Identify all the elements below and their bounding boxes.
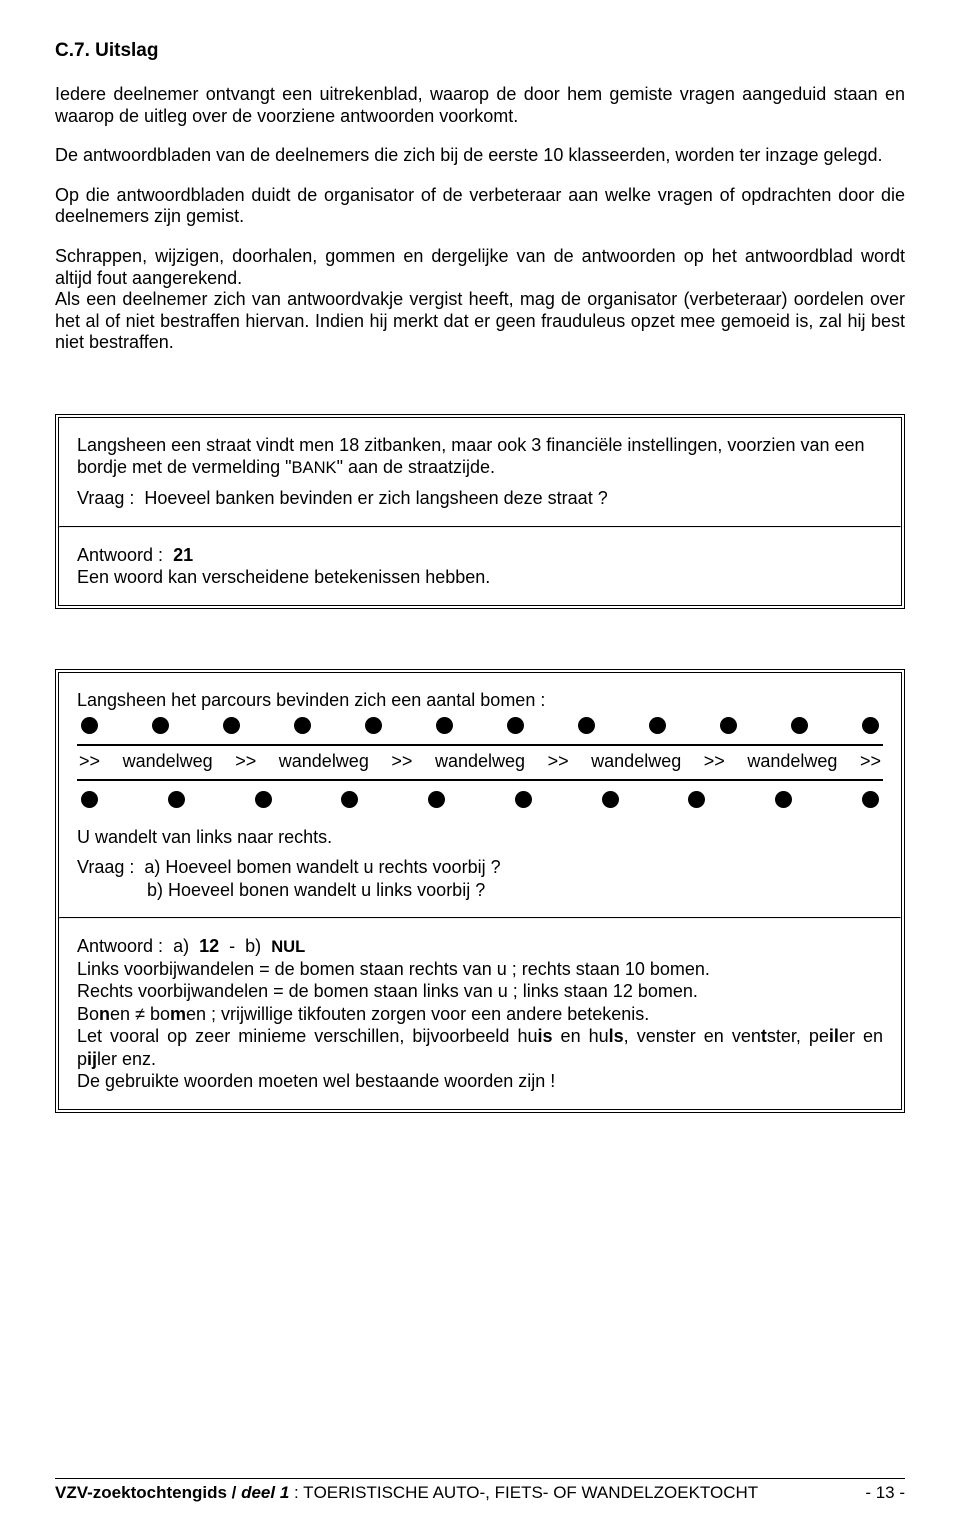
footer-caps-1: OERISTISCHE AUTO xyxy=(314,1483,480,1502)
tree-dot xyxy=(428,791,445,808)
e4il: il xyxy=(829,1026,839,1046)
example-2-question: Langsheen het parcours bevinden zich een… xyxy=(59,673,901,918)
tree-dot xyxy=(168,791,185,808)
ans-b-label: b) xyxy=(245,936,261,956)
e4a: Let vooral op zeer minieme verschillen, … xyxy=(77,1026,538,1046)
example-2-answer: Antwoord : a) 12 - b) NUL Links voorbijw… xyxy=(59,919,901,1109)
tree-dot xyxy=(436,717,453,734)
example-1-answer: Antwoord : 21 Een woord kan verscheidene… xyxy=(59,528,901,605)
ans-a-value: 12 xyxy=(199,936,219,956)
footer-deel: deel 1 xyxy=(241,1483,289,1502)
e4f: ler enz. xyxy=(97,1049,156,1069)
intro-text-1b: " aan de straatzijde. xyxy=(337,457,495,477)
ans-sep: - xyxy=(229,936,235,956)
e4ij: ij xyxy=(87,1049,97,1069)
e4ls: ls xyxy=(609,1026,624,1046)
vraag-label-2: Vraag : xyxy=(77,857,134,877)
footer-left: VZV-zoektochtengids / deel 1 : TOERISTIS… xyxy=(55,1483,758,1503)
tree-dot xyxy=(862,717,879,734)
e3-n: n xyxy=(99,1004,110,1024)
explain-5: De gebruikte woorden moeten wel bestaand… xyxy=(77,1070,883,1093)
tree-dot xyxy=(688,791,705,808)
tree-dots-bottom xyxy=(77,785,883,812)
explain-4: Let vooral op zeer minieme verschillen, … xyxy=(77,1025,883,1070)
path-line-bottom xyxy=(77,779,883,781)
paragraph-4b: Als een deelnemer zich van antwoordvakje… xyxy=(55,289,905,352)
paragraph-1: Iedere deelnemer ontvangt een uitrekenbl… xyxy=(55,84,905,127)
tree-dots-top xyxy=(77,711,883,738)
e4c: , venster en ven xyxy=(624,1026,761,1046)
tree-dot xyxy=(791,717,808,734)
answer-line-2: Antwoord : a) 12 - b) NUL xyxy=(77,935,883,958)
footer-colon: : xyxy=(289,1483,303,1502)
example-1-question: Langsheen een straat vindt men 18 zitban… xyxy=(59,418,901,526)
vraag-label: Vraag : xyxy=(77,488,134,508)
tree-dot xyxy=(255,791,272,808)
tree-dot xyxy=(775,791,792,808)
tree-dot xyxy=(341,791,358,808)
footer-t: T xyxy=(303,1483,313,1502)
example-box-1: Langsheen een straat vindt men 18 zitban… xyxy=(55,414,905,609)
paragraph-2: De antwoordbladen van de deelnemers die … xyxy=(55,145,905,167)
tree-dot xyxy=(81,791,98,808)
vraag-text: Hoeveel banken bevinden er zich langshee… xyxy=(144,488,607,508)
e3-post: en ; vrijwillige tikfouten zorgen voor e… xyxy=(186,1004,649,1024)
wandelweg-line: >> wandelweg >> wandelweg >> wandelweg >… xyxy=(77,750,883,773)
tree-dot xyxy=(223,717,240,734)
answer-value: 21 xyxy=(173,545,193,565)
example-1-vraag: Vraag : Hoeveel banken bevinden er zich … xyxy=(77,487,883,510)
paragraph-4a: Schrappen, wijzigen, doorhalen, gommen e… xyxy=(55,246,905,288)
paragraph-3: Op die antwoordbladen duidt de organisat… xyxy=(55,185,905,228)
path-line-top xyxy=(77,744,883,746)
e4b: en hu xyxy=(553,1026,609,1046)
tree-dot xyxy=(507,717,524,734)
explain-3: Bonen ≠ bomen ; vrijwillige tikfouten zo… xyxy=(77,1003,883,1026)
tree-dot xyxy=(720,717,737,734)
bank-smallcaps: BANK xyxy=(292,458,337,477)
e4d: ster, pe xyxy=(767,1026,829,1046)
answer-line: Antwoord : 21 xyxy=(77,544,883,567)
example-1-intro: Langsheen een straat vindt men 18 zitban… xyxy=(77,434,883,479)
page-footer: VZV-zoektochtengids / deel 1 : TOERISTIS… xyxy=(55,1478,905,1503)
e3-m: m xyxy=(170,1004,186,1024)
tree-dot xyxy=(515,791,532,808)
answer-label-2: Antwoord : xyxy=(77,936,163,956)
page: C.7. Uitslag Iedere deelnemer ontvangt e… xyxy=(0,0,960,1531)
example-box-2: Langsheen het parcours bevinden zich een… xyxy=(55,669,905,1113)
tree-dot xyxy=(578,717,595,734)
tree-dot xyxy=(152,717,169,734)
tree-dot xyxy=(862,791,879,808)
footer-mid: -, xyxy=(480,1483,495,1502)
footer-caps-3: OF WANDELZOEKTOCHT xyxy=(553,1483,758,1502)
example-2-vraag: Vraag : a) Hoeveel bomen wandelt u recht… xyxy=(77,856,883,879)
e3-bo: bo xyxy=(145,1004,170,1024)
answer-explain: Een woord kan verscheidene betekenissen … xyxy=(77,566,883,589)
tree-dot xyxy=(294,717,311,734)
ans-a-label: a) xyxy=(173,936,189,956)
section-heading: C.7. Uitslag xyxy=(55,40,905,62)
e3-mid: en xyxy=(110,1004,135,1024)
page-number: - 13 - xyxy=(865,1483,905,1503)
e3-pre: Bo xyxy=(77,1004,99,1024)
answer-label: Antwoord : xyxy=(77,545,163,565)
tree-dot xyxy=(365,717,382,734)
e4is: is xyxy=(538,1026,553,1046)
walk-direction: U wandelt van links naar rechts. xyxy=(77,826,883,849)
explain-1: Links voorbijwandelen = de bomen staan r… xyxy=(77,958,883,981)
footer-mid2: - xyxy=(543,1483,553,1502)
paragraph-4: Schrappen, wijzigen, doorhalen, gommen e… xyxy=(55,246,905,354)
explain-2: Rechts voorbijwandelen = de bomen staan … xyxy=(77,980,883,1003)
tree-dot xyxy=(81,717,98,734)
question-a: a) Hoeveel bomen wandelt u rechts voorbi… xyxy=(144,857,500,877)
footer-caps-2: FIETS xyxy=(495,1483,543,1502)
neq-symbol: ≠ xyxy=(135,1004,145,1024)
footer-title: VZV-zoektochtengids / xyxy=(55,1483,241,1502)
tree-dot xyxy=(602,791,619,808)
example-2-intro: Langsheen het parcours bevinden zich een… xyxy=(77,689,883,712)
question-b: b) Hoeveel bonen wandelt u links voorbij… xyxy=(147,879,883,902)
ans-b-value: NUL xyxy=(271,937,305,956)
tree-dot xyxy=(649,717,666,734)
